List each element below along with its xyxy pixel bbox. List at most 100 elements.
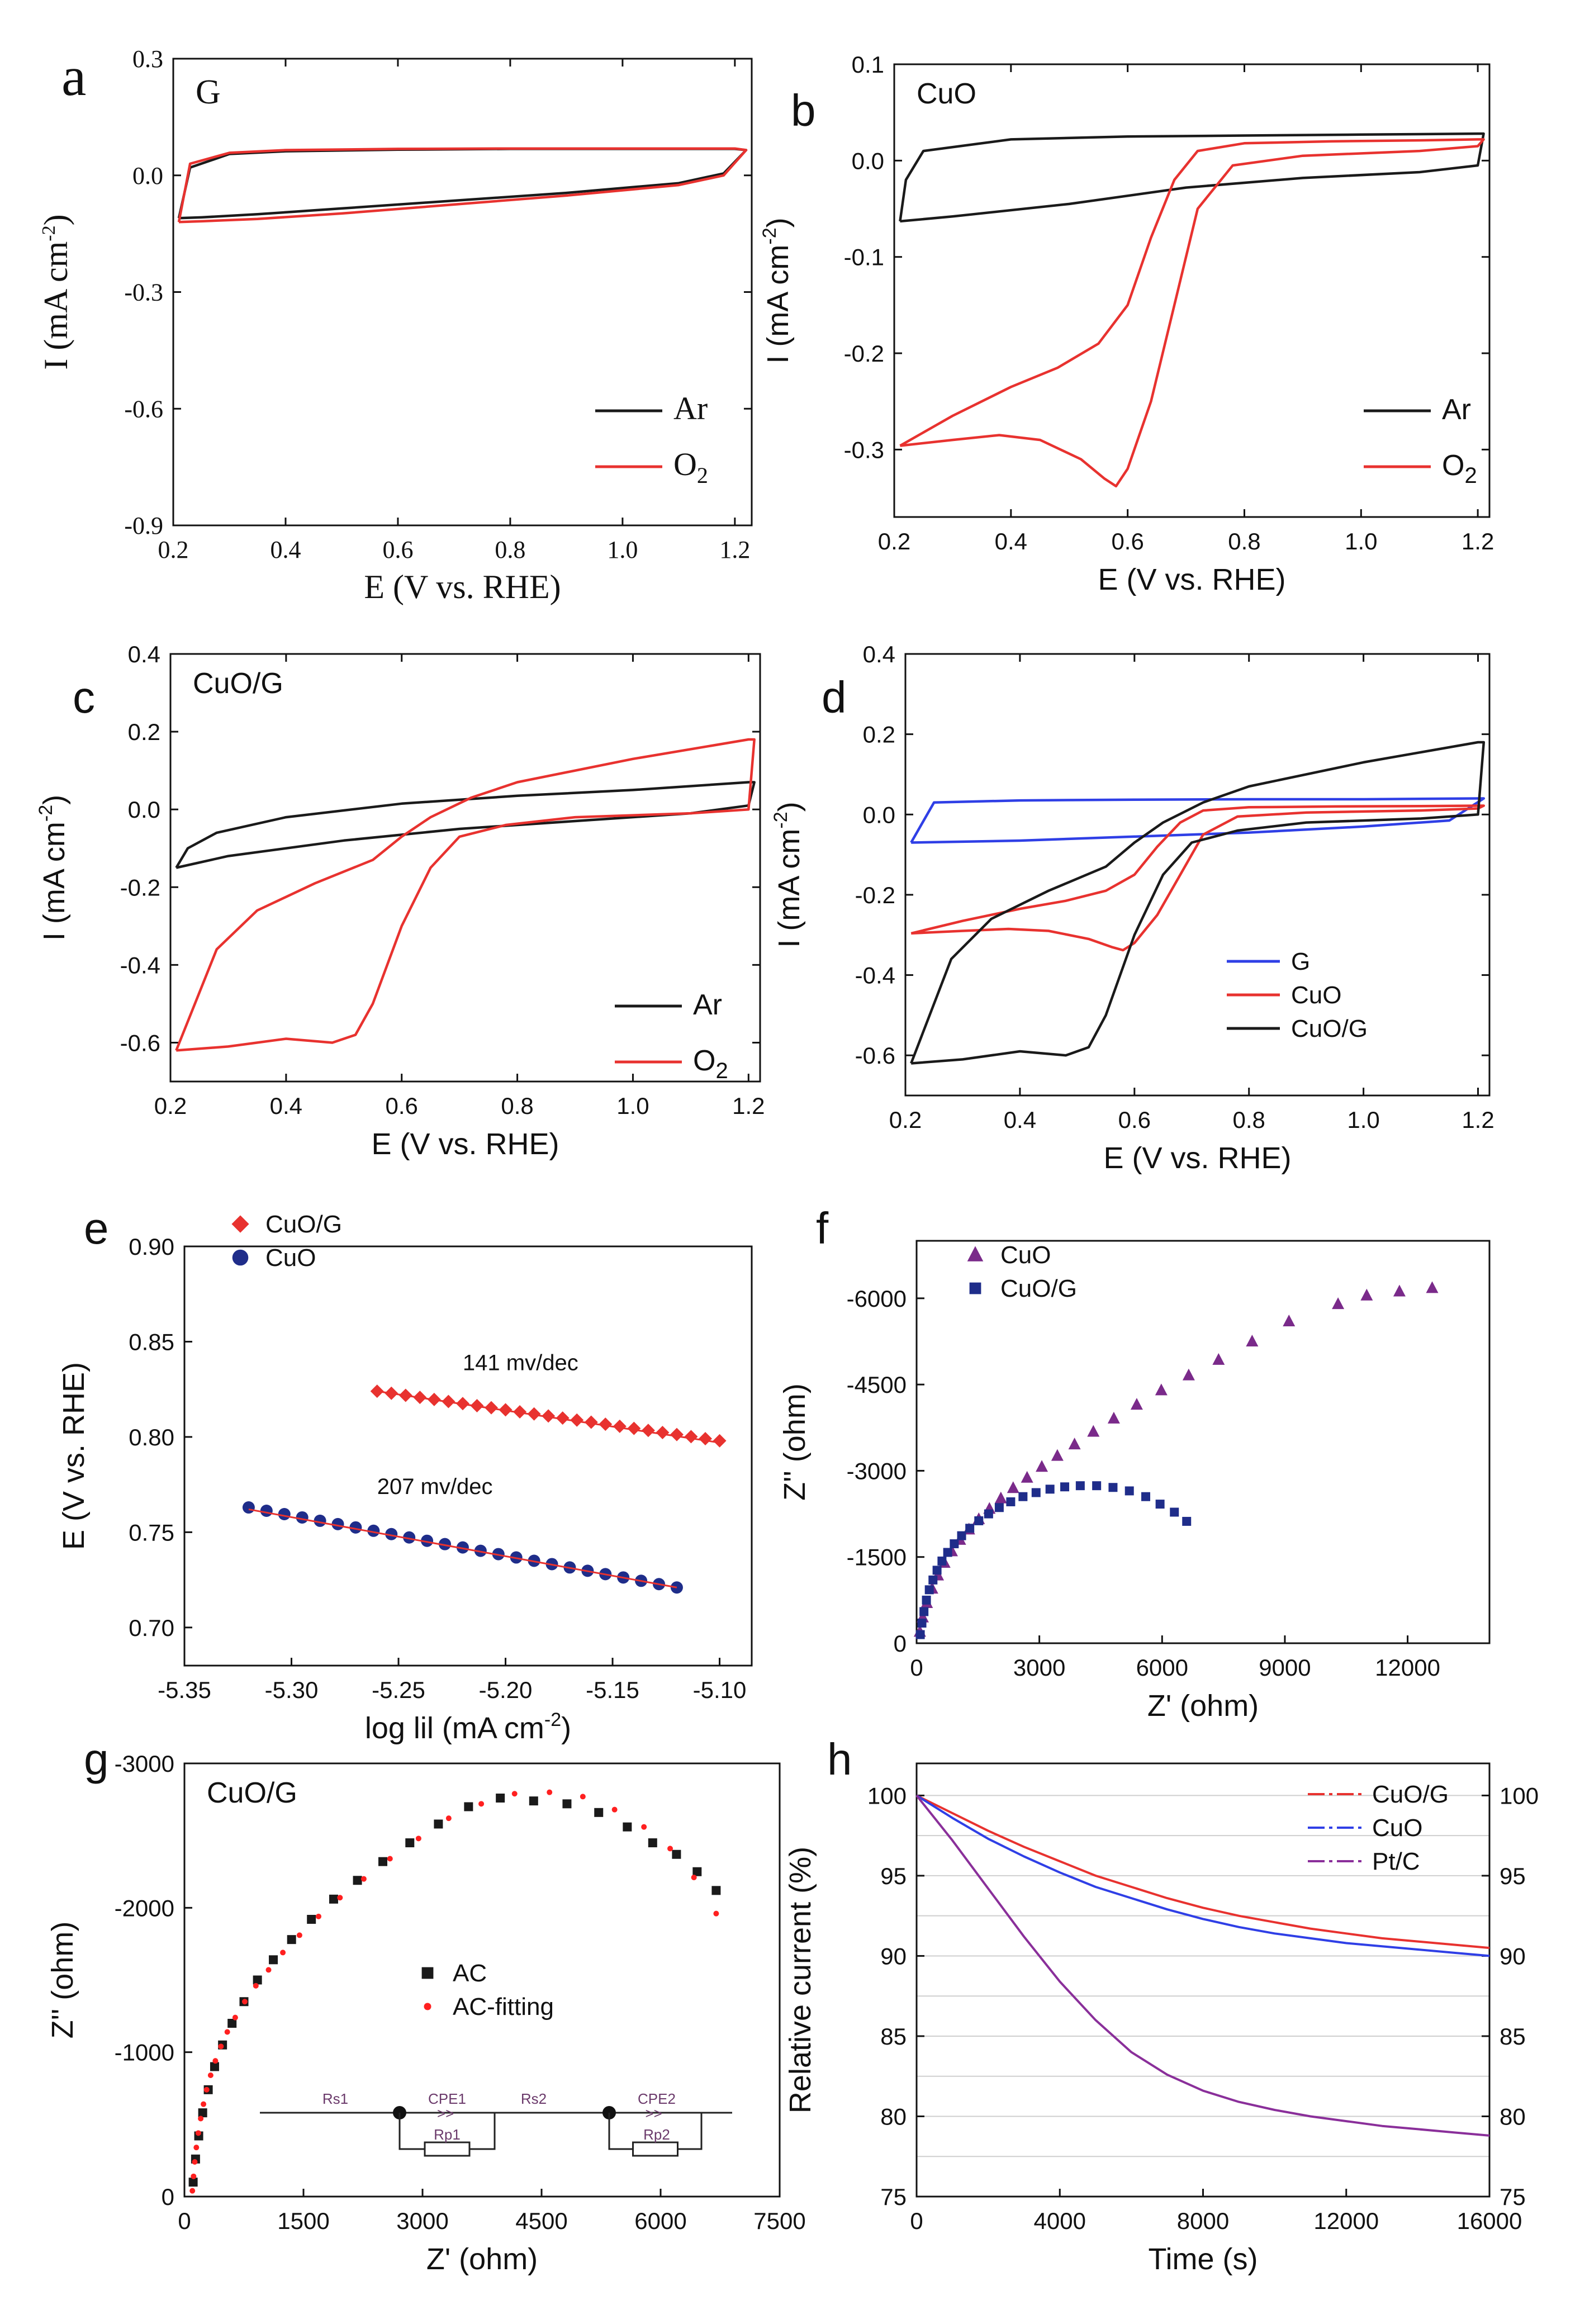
equivalent-circuit-diagram: >> >> Rs1 CPE1 Rs2 CPE2 Rp1 Rp2	[260, 2090, 732, 2157]
x-tick-label: 0.8	[495, 536, 525, 563]
marker-dot	[265, 1967, 272, 1973]
marker-dot	[478, 1801, 485, 1807]
panel-label-e: e	[84, 1203, 109, 1253]
marker-square	[915, 1630, 925, 1639]
y-tick-label: -0.2	[120, 874, 160, 900]
marker-square	[1018, 1492, 1028, 1501]
marker-circle	[385, 1528, 398, 1540]
marker-dot	[415, 1836, 421, 1842]
marker-diamond	[684, 1430, 698, 1444]
y-tick-label: 0.0	[132, 162, 163, 189]
x-tick-label: 1.0	[616, 1093, 649, 1119]
circuit-label: CPE1	[428, 2090, 466, 2107]
circuit-cpe-symbol: >>	[437, 2105, 454, 2122]
marker-square	[974, 1516, 984, 1525]
plot-frame	[183, 1762, 781, 2198]
chart-panel-b: 0.2 0.4 0.6 0.8 1.0 1.2 0.1 0.0 -0.1 -0.2 -0.3 b CuO…	[759, 51, 1494, 596]
marker-dot	[296, 1932, 302, 1938]
legend-label-cuo/g: CuO/G	[1000, 1275, 1077, 1302]
marker-diamond	[231, 1215, 249, 1233]
marker-diamond	[613, 1419, 627, 1433]
plot-frame	[915, 1240, 1491, 1644]
marker-square	[227, 2019, 237, 2028]
panel-label-g: g	[84, 1734, 109, 1784]
y-tick-label: 85	[880, 2023, 907, 2050]
y-tick-label: -0.3	[124, 279, 163, 306]
y-axis-label: Z'' (ohm)	[778, 1383, 812, 1501]
marker-dot	[445, 1815, 452, 1822]
x-tick-label: 12000	[1375, 1654, 1440, 1681]
legend-label-g: G	[1291, 948, 1310, 975]
legend-label-cuo/g: CuO/G	[1291, 1015, 1368, 1042]
x-tick-label: 0.8	[1228, 528, 1260, 554]
x-tick-label: 0.4	[270, 536, 301, 563]
marker-dot	[232, 2014, 238, 2021]
series-line-cuo-g	[916, 1794, 1490, 1950]
y-axis-label: I (mA cm-2)	[35, 795, 71, 941]
marker-square	[562, 1799, 572, 1809]
chart-panel-h: 0 4000 8000 12000 16000 100 100 95 95 90 90 85 85 80 8…	[784, 1734, 1539, 2276]
y-tick-label-right: 80	[1500, 2103, 1526, 2129]
marker-circle	[278, 1507, 291, 1520]
y-tick-label: 0.85	[129, 1329, 174, 1355]
tafel-slope-annotation: 141 mv/dec	[463, 1351, 578, 1376]
x-tick-label: -5.35	[158, 1677, 211, 1703]
plot-frame	[904, 653, 1491, 1097]
marker-dot	[189, 2188, 196, 2194]
marker-circle	[456, 1541, 469, 1554]
marker-diamond	[627, 1421, 641, 1435]
marker-triangle	[1283, 1315, 1296, 1326]
y-tick-label: 80	[880, 2103, 907, 2129]
marker-triangle	[1393, 1284, 1406, 1297]
circuit-resistor	[632, 2141, 679, 2157]
marker-triangle	[1246, 1335, 1259, 1346]
plot-frame	[183, 1245, 753, 1667]
marker-triangle	[1021, 1471, 1033, 1483]
chart-panel-f: 0 3000 6000 9000 12000 -6000 -4500 -3000 -1500 0 f…	[778, 1203, 1491, 1723]
x-tick-label: 0.6	[382, 536, 413, 563]
y-tick-label-right: 90	[1500, 1943, 1526, 1969]
marker-square	[994, 1503, 1004, 1512]
marker-triangle	[1087, 1425, 1100, 1437]
marker-square	[672, 1849, 681, 1859]
y-tick-label: -0.6	[120, 1030, 160, 1056]
marker-square	[210, 2062, 219, 2071]
marker-square	[969, 1282, 981, 1294]
x-tick-label: 0.6	[386, 1093, 418, 1119]
x-tick-label: -5.25	[372, 1677, 425, 1703]
x-tick-label: 4500	[515, 2208, 567, 2234]
y-tick-label: -2000	[115, 1895, 174, 1921]
x-axis-label: Z' (ohm)	[426, 2242, 538, 2276]
legend-label-pt/c: Pt/C	[1372, 1848, 1420, 1875]
y-tick-label: -3000	[847, 1458, 907, 1484]
panel-title-b: CuO	[917, 78, 976, 110]
marker-circle	[474, 1544, 487, 1557]
y-axis-label: Relative current (%)	[784, 1847, 817, 2113]
x-tick-label: 0.2	[878, 528, 910, 554]
x-tick-label: 1500	[277, 2208, 329, 2234]
tafel-slope-annotation: 207 mv/dec	[377, 1474, 493, 1499]
marker-diamond	[527, 1407, 541, 1421]
marker-square	[188, 2178, 198, 2187]
x-tick-label: -5.30	[265, 1677, 319, 1703]
y-tick-label: -0.6	[124, 395, 163, 423]
marker-square	[594, 1808, 604, 1817]
circuit-label: Rp2	[643, 2126, 670, 2143]
marker-circle	[367, 1524, 380, 1537]
series-line-g	[910, 797, 1486, 844]
x-tick-label: 1.2	[719, 536, 750, 563]
legend-label-cuo: CuO	[265, 1244, 316, 1272]
legend-label-cuo: CuO	[1372, 1814, 1422, 1842]
y-tick-label: 0.70	[129, 1615, 174, 1641]
circuit-label: Rs2	[521, 2090, 547, 2107]
marker-square	[711, 1886, 721, 1895]
marker-dot	[253, 1982, 259, 1989]
chart-panel-g: 0 1500 3000 4500 6000 7500 -3000 -2000 -1000 0 g Cu…	[46, 1734, 806, 2276]
marker-dot	[360, 1876, 367, 1882]
y-tick-label: -1500	[847, 1544, 907, 1571]
marker-circle	[439, 1538, 452, 1550]
marker-dot	[207, 2072, 213, 2078]
panel-label-a: a	[61, 45, 86, 107]
y-tick-label: 0	[894, 1630, 907, 1657]
